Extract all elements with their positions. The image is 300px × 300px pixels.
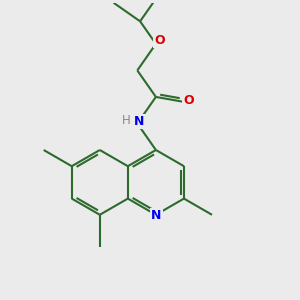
Text: N: N [134, 116, 145, 128]
Text: H: H [122, 114, 130, 127]
Text: O: O [183, 94, 194, 107]
Text: N: N [151, 209, 161, 222]
Text: O: O [154, 34, 165, 47]
Text: N: N [151, 208, 162, 222]
